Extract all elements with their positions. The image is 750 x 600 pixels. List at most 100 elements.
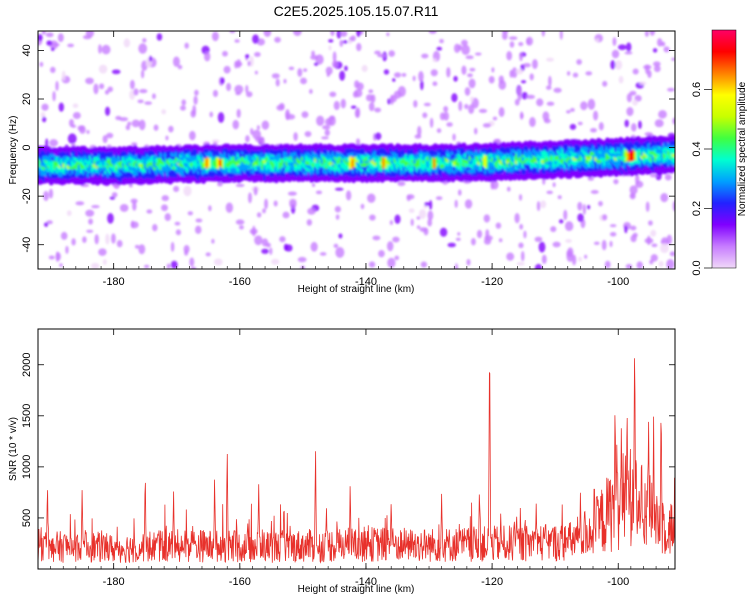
colorbar-bar	[711, 29, 737, 269]
spectrogram-speckle	[387, 98, 391, 105]
spectrogram-speckle	[660, 41, 666, 47]
spectrogram-speckle	[612, 37, 617, 46]
spectrogram-speckle	[509, 69, 514, 78]
spectrogram-speckle	[452, 133, 456, 141]
spectrogram-speckle	[77, 125, 85, 132]
spectrogram-speckle	[518, 42, 524, 47]
y-tick-label: 20	[21, 93, 33, 105]
spectrogram-speckle	[485, 229, 490, 240]
spectrogram-speckle	[447, 242, 456, 248]
spectrogram-speckle	[577, 213, 584, 222]
spectrogram-speckle	[184, 42, 189, 49]
spectrogram-speckle	[639, 81, 647, 86]
spectrogram-speckle	[55, 80, 59, 91]
spectrogram-speckle	[424, 202, 431, 207]
spectrogram-speckle	[610, 60, 616, 70]
spectrogram-speckle	[473, 127, 478, 135]
spectrogram-speckle	[315, 54, 324, 65]
spectrogram-speckle	[617, 44, 627, 51]
spectrogram-speckle	[611, 49, 620, 59]
spectrogram-speckle	[572, 72, 579, 78]
spectrogram-speckle	[587, 176, 595, 181]
spectrogram-speckle	[508, 36, 518, 40]
spectrogram-speckle	[261, 238, 269, 247]
spectrogram-speckle	[466, 259, 471, 266]
spectrogram-speckle	[408, 208, 415, 213]
spectrogram-speckle	[339, 70, 346, 81]
spectrogram-speckle	[593, 241, 600, 245]
spectrogram-speckle	[432, 58, 438, 63]
spectrogram-speckle	[50, 66, 56, 74]
spectrogram-speckle	[519, 52, 523, 62]
spectrogram-speckle	[72, 112, 81, 120]
spectrogram-speckle	[563, 209, 568, 221]
spectrogram-speckle	[256, 125, 260, 131]
spectrogram-frame	[37, 30, 676, 270]
spectrogram-speckle	[189, 257, 195, 267]
spectrogram-speckle	[432, 81, 438, 87]
spectrogram-speckle	[429, 117, 434, 128]
spectrogram-speckle	[430, 69, 438, 77]
spectrogram-speckle	[94, 234, 99, 245]
spectrogram-speckle	[461, 65, 467, 75]
spectrogram-speckle	[125, 124, 131, 131]
spectrogram-speckle	[388, 50, 395, 57]
spectrogram-speckle	[273, 200, 278, 207]
spectrogram-speckle	[586, 205, 591, 210]
spectrogram-speckle	[529, 73, 534, 81]
spectrogram-speckle	[482, 123, 491, 128]
spectrogram-speckle	[348, 39, 353, 45]
spectrogram-speckle	[420, 79, 424, 91]
spectrogram-speckle	[297, 68, 303, 77]
spectrogram-speckle	[368, 102, 375, 112]
spectrogram-speckle	[42, 116, 47, 123]
spectrogram-speckle	[164, 213, 171, 222]
spectrogram-speckle	[334, 205, 342, 213]
spectrogram-speckle	[672, 117, 675, 125]
spectrogram-speckle	[625, 263, 633, 269]
spectrogram-speckle	[506, 252, 515, 261]
spectrogram-speckle	[464, 87, 471, 96]
spectrogram-speckle	[133, 88, 139, 96]
spectrogram-speckle	[98, 44, 102, 54]
snr-axes: -180 -160 -140 -120 -100 500 1000 1500 2000	[21, 329, 675, 588]
spectrogram-speckle	[649, 259, 654, 265]
spectrogram-speckle	[107, 86, 113, 93]
spectrogram-speckle	[516, 261, 525, 266]
x-tick-label: -180	[103, 576, 125, 588]
spectrogram-speckle	[168, 125, 174, 133]
spectrogram-speckle	[491, 67, 495, 73]
spectrogram-speckle	[152, 93, 156, 100]
spectrogram-speckle	[514, 98, 520, 106]
spectrogram-speckle	[204, 51, 211, 62]
spectrogram-speckle	[303, 68, 308, 72]
spectrogram-speckle	[183, 245, 190, 254]
spectrogram-speckle	[468, 104, 475, 114]
spectrogram-speckle	[546, 85, 552, 90]
spectrogram-speckle	[261, 248, 269, 254]
spectrogram-speckle	[483, 214, 491, 223]
spectrogram-speckle	[518, 242, 524, 249]
spectrogram-speckle	[106, 132, 114, 139]
spectrogram-speckle	[336, 31, 342, 39]
spectrogram-speckle	[418, 71, 424, 82]
spectrogram-speckle	[410, 218, 414, 227]
spectrogram-speckle	[393, 90, 402, 99]
spectrogram-speckle	[386, 241, 394, 252]
spectrogram-speckle	[514, 213, 520, 224]
spectrogram-speckle	[501, 31, 508, 40]
spectrogram-speckle	[116, 239, 123, 248]
spectrogram-speckle	[283, 78, 287, 84]
spectrogram-speckle	[350, 105, 357, 109]
spectrogram-cell	[671, 139, 675, 145]
spectrogram-speckle	[52, 90, 56, 102]
spectrogram-speckle	[361, 65, 368, 73]
spectrogram-speckle	[428, 199, 433, 210]
spectrogram-speckle	[461, 39, 468, 46]
spectrogram-speckle	[536, 98, 544, 107]
spectrogram-speckle	[532, 59, 538, 70]
spectrogram-speckle	[602, 80, 608, 87]
spectrogram-speckle	[546, 57, 554, 62]
spectrogram-speckle	[335, 247, 345, 258]
spectrogram-speckle	[355, 138, 361, 146]
